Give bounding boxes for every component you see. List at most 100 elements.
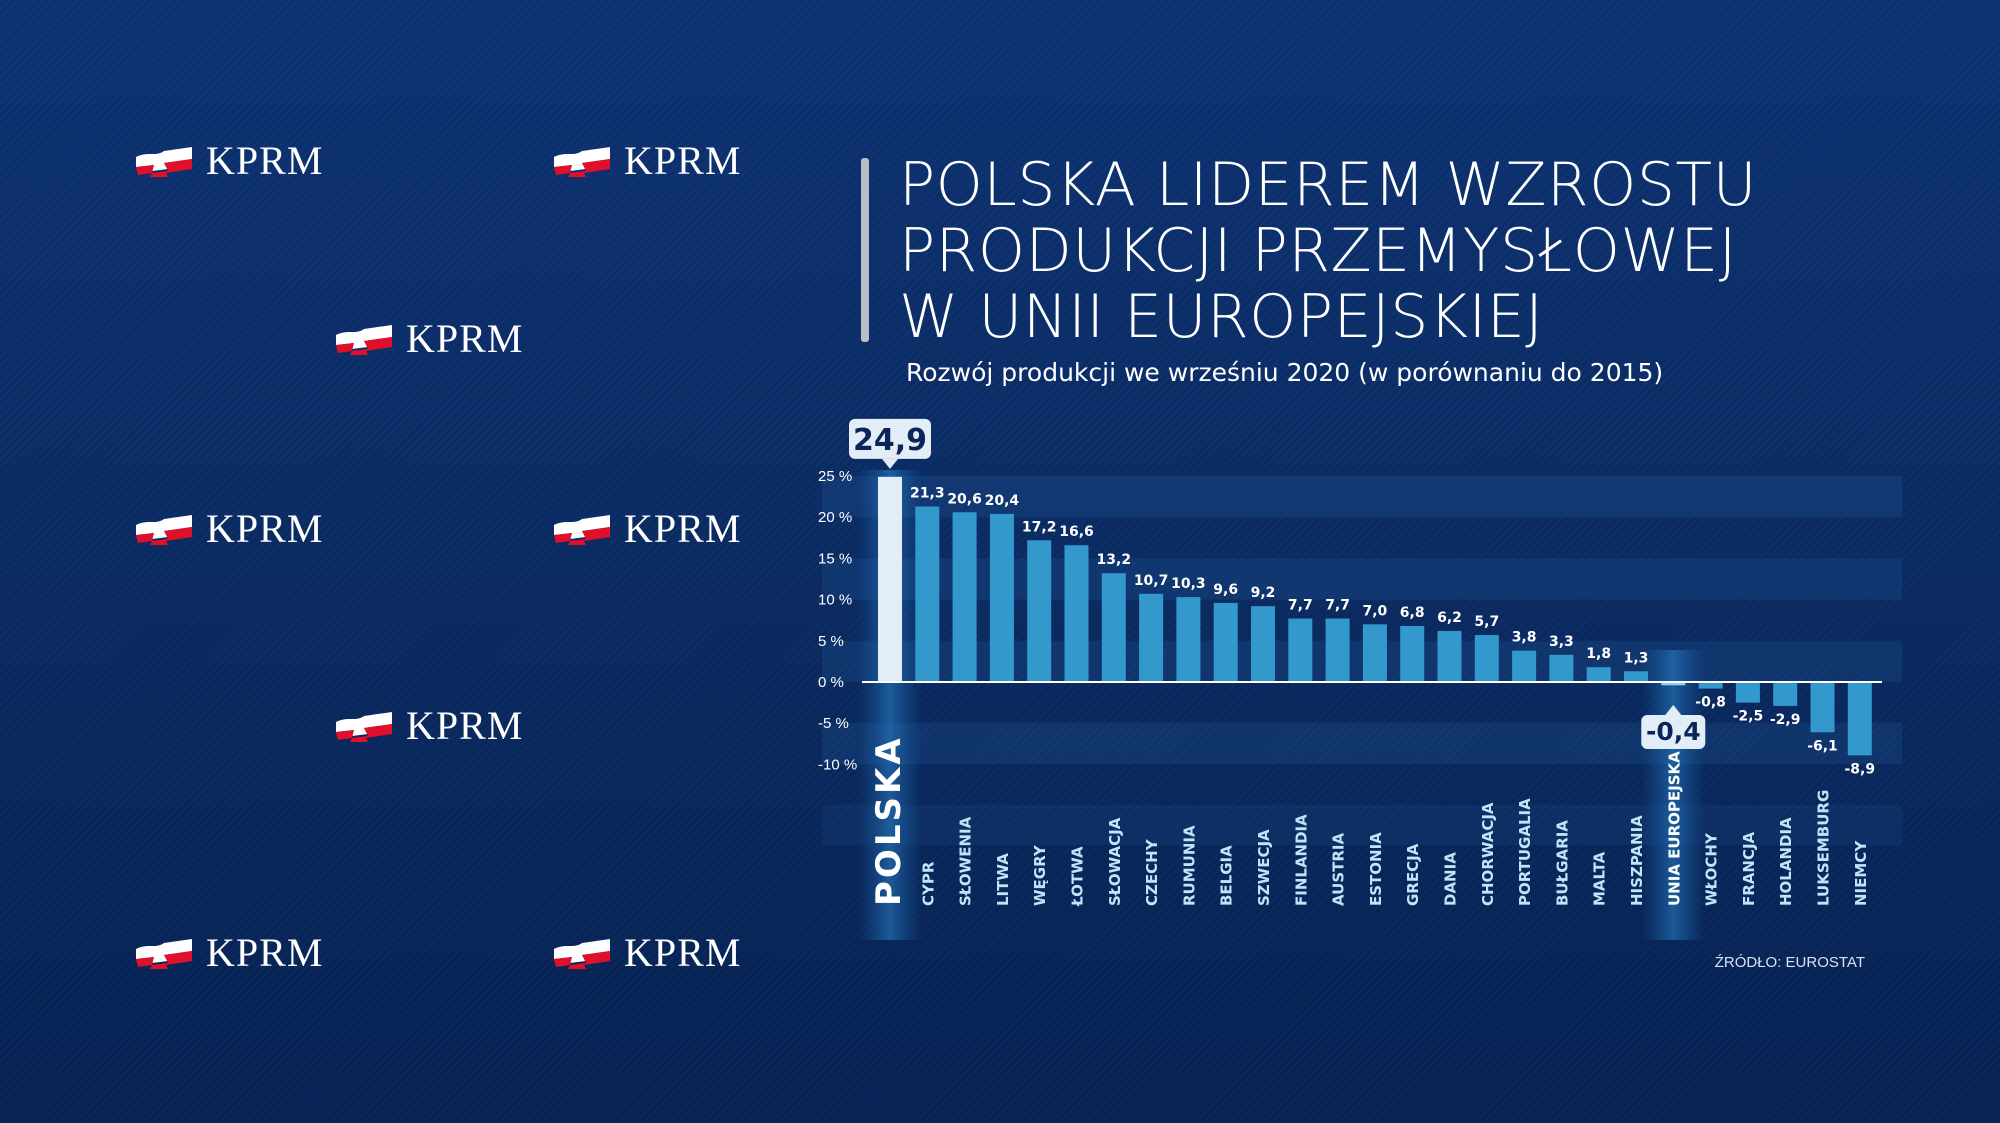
- y-tick-label: 5 %: [818, 633, 844, 650]
- logo-text: KPRM: [624, 929, 742, 975]
- y-tick-label: -10 %: [818, 756, 857, 773]
- category-label: BELGIA: [1218, 845, 1236, 906]
- bar-rumunia: [1176, 597, 1201, 682]
- logo-text: KPRM: [406, 315, 524, 361]
- data-label: 16,6: [1059, 524, 1094, 540]
- bar-chorwacja: [1474, 635, 1499, 682]
- y-tick-label: 15 %: [818, 550, 852, 567]
- bar-łotwa: [1064, 545, 1089, 682]
- logo-text: KPRM: [206, 929, 324, 975]
- title-line-1: POLSKA LIDEREM WZROSTU: [899, 150, 1758, 220]
- y-tick-label: -5 %: [818, 715, 849, 732]
- data-label: 13,2: [1097, 552, 1132, 568]
- data-label: 6,2: [1437, 610, 1462, 626]
- data-label: -2,9: [1770, 712, 1801, 728]
- bar-malta: [1586, 667, 1611, 682]
- bar-austria: [1325, 618, 1350, 682]
- bar-cypr: [915, 506, 940, 682]
- data-label: -6,1: [1807, 738, 1838, 754]
- logo-text: KPRM: [624, 137, 742, 183]
- data-label: 7,7: [1325, 598, 1350, 614]
- title-line-2: PRODUKCJI PRZEMYSŁOWEJ: [899, 216, 1737, 286]
- bar-dania: [1437, 630, 1462, 682]
- page-title: POLSKA LIDEREM WZROSTU PRODUKCJI PRZEMYS…: [899, 152, 1757, 350]
- kprm-logo: KPRM: [552, 930, 741, 975]
- category-label: POLSKA: [869, 735, 909, 906]
- polish-flag-icon: [554, 939, 610, 969]
- bar-włochy: [1698, 682, 1723, 689]
- data-label: -2,5: [1733, 709, 1764, 725]
- data-label: -8,9: [1844, 761, 1875, 777]
- category-label: WŁOCHY: [1703, 832, 1721, 906]
- data-label: 21,3: [910, 485, 945, 501]
- data-label: 5,7: [1474, 614, 1499, 630]
- bar-holandia: [1773, 682, 1798, 706]
- bar-finlandia: [1288, 618, 1313, 682]
- bar-węgry: [1027, 540, 1052, 682]
- y-tick-label: 25 %: [818, 468, 852, 485]
- category-label: CZECHY: [1143, 838, 1161, 906]
- polish-flag-icon: [554, 515, 610, 545]
- category-label: FRANCJA: [1740, 831, 1758, 906]
- callout-pointer: [1665, 705, 1682, 715]
- bar-szwecja: [1251, 606, 1275, 682]
- callout-pointer: [882, 458, 898, 469]
- kprm-logo: KPRM: [552, 506, 741, 551]
- bar-polska: [878, 476, 902, 682]
- bar-bułgaria: [1549, 654, 1574, 682]
- data-label: 1,8: [1586, 646, 1611, 662]
- category-label: UNIA EUROPEJSKA: [1665, 751, 1683, 906]
- polish-flag-icon: [336, 325, 392, 355]
- kprm-logo: KPRM: [334, 703, 523, 748]
- category-label: DANIA: [1442, 852, 1460, 906]
- category-label: RUMUNIA: [1180, 825, 1198, 906]
- grid-band: [822, 558, 1902, 600]
- data-label: 17,2: [1022, 519, 1057, 535]
- polish-flag-icon: [554, 147, 610, 177]
- bar-litwa: [989, 513, 1014, 682]
- polish-flag-icon: [336, 712, 392, 742]
- bar-belgia: [1213, 602, 1238, 682]
- bar-niemcy: [1847, 682, 1872, 756]
- data-label: 9,2: [1251, 585, 1276, 601]
- grid-band: [822, 640, 1902, 682]
- bar-grecja: [1400, 625, 1425, 682]
- callout-value: -0,4: [1646, 717, 1701, 746]
- data-label: 7,0: [1362, 603, 1387, 619]
- polish-flag-icon: [136, 515, 192, 545]
- data-label: 1,3: [1624, 650, 1649, 666]
- value-callout-box: [1641, 715, 1706, 749]
- data-label: 10,7: [1134, 573, 1169, 589]
- category-label: FINLANDIA: [1292, 814, 1310, 906]
- kprm-logo: KPRM: [552, 138, 741, 183]
- data-label: 3,8: [1512, 630, 1537, 646]
- bar-estonia: [1362, 624, 1387, 682]
- data-label: 6,8: [1400, 605, 1425, 621]
- source-note: ŹRÓDŁO: EUROSTAT: [1714, 954, 1865, 971]
- bar-unia-europejska: [1661, 682, 1686, 686]
- logo-text: KPRM: [624, 505, 742, 551]
- y-tick-label: 0 %: [818, 674, 844, 691]
- title-accent-bar: [861, 158, 869, 342]
- bar-czechy: [1139, 593, 1164, 682]
- bar-portugalia: [1512, 650, 1537, 682]
- category-label: HOLANDIA: [1777, 817, 1795, 906]
- data-label: 10,3: [1171, 576, 1206, 592]
- category-label: WĘGRY: [1031, 844, 1049, 906]
- bar-słowacja: [1101, 573, 1126, 682]
- data-label: -0,8: [1695, 695, 1726, 711]
- category-label: LUKSEMBURG: [1815, 790, 1833, 906]
- y-tick-label: 20 %: [818, 509, 852, 526]
- kprm-logo: KPRM: [134, 506, 323, 551]
- category-label: SŁOWACJA: [1106, 817, 1124, 906]
- category-label: SZWECJA: [1255, 829, 1273, 906]
- data-label: 20,6: [947, 491, 982, 507]
- data-label: 7,7: [1288, 598, 1313, 614]
- category-label: AUSTRIA: [1330, 833, 1348, 906]
- kprm-logo: KPRM: [134, 138, 323, 183]
- y-tick-label: 10 %: [818, 592, 852, 609]
- data-label: 20,4: [985, 493, 1020, 509]
- callout-value: 24,9: [853, 423, 927, 458]
- highlight-glow: [1641, 650, 1706, 940]
